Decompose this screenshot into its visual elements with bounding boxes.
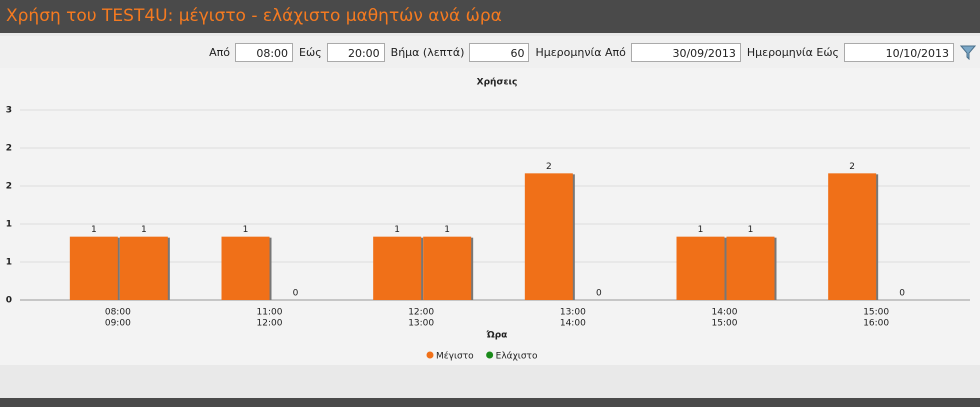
data-label: 0 [899,289,905,299]
data-label: 1 [444,225,450,235]
x-tick-label: 16:00 [863,319,889,329]
filter-label: Ημερομηνία Από [535,45,626,59]
filter-input[interactable]: 08:00 [235,42,294,62]
y-tick-label: 3 [6,106,12,116]
data-label: 1 [243,225,249,235]
legend-label: Μέγιστο [436,351,474,362]
bar [726,236,775,300]
data-label: 2 [849,162,855,172]
y-tick-label: 2 [6,144,12,154]
bar [373,236,422,300]
x-tick-label: 11:00 [257,308,283,318]
title-bar: Χρήση του TEST4U: μέγιστο - ελάχιστο μαθ… [0,0,980,33]
filter-bar: Από 08:00 Εώς 20:00 Βήμα (λεπτά) 60 Ημερομηνία… [0,36,980,68]
filter-label: Εώς [299,45,322,59]
data-label: 1 [394,225,400,235]
legend-marker [426,351,434,359]
x-tick-label: 13:00 [560,308,586,318]
data-label: 2 [546,162,552,172]
data-label: 1 [141,225,147,235]
bar [221,236,270,300]
bar [423,236,472,300]
x-tick-label: 15:00 [863,308,889,318]
bar [119,236,168,300]
x-tick-label: 08:00 [105,308,131,318]
x-tick-label: 09:00 [105,319,131,329]
x-tick-label: 15:00 [712,319,738,329]
bar [69,236,118,300]
filter-input[interactable]: 10/10/2013 [844,42,954,62]
bar [828,173,877,300]
x-axis-title: Ώρα [486,331,508,341]
data-label: 1 [748,225,754,235]
bar [676,236,725,300]
x-tick-label: 14:00 [712,308,738,318]
x-tick-label: 14:00 [560,319,586,329]
chart-title: Χρήσεις [477,78,518,88]
chart-background [0,68,980,365]
y-tick-label: 1 [6,220,12,230]
legend-marker [486,351,494,359]
data-label: 1 [91,225,97,235]
x-tick-label: 13:00 [408,319,434,329]
data-label: 0 [596,289,602,299]
legend-label: Ελάχιστο [496,352,538,362]
y-tick-label: 1 [6,258,12,268]
data-label: 0 [293,289,299,299]
filter-input[interactable]: 60 [469,42,530,62]
filter-label: Από [209,45,231,59]
filter-label: Βήμα (λεπτά) [390,45,465,59]
footer-bar [0,398,980,407]
x-tick-label: 12:00 [408,308,434,318]
filter-label: Ημερομηνία Εώς [746,45,839,59]
y-tick-label: 2 [6,182,12,192]
filter-input[interactable]: 30/09/2013 [630,42,741,62]
bar [524,173,573,300]
filter-button[interactable] [960,44,976,60]
page-title: Χρήση του TEST4U: μέγιστο - ελάχιστο μαθ… [6,6,502,26]
filter-input[interactable]: 20:00 [326,42,385,62]
y-tick-label: 0 [6,296,12,306]
x-tick-label: 12:00 [257,319,283,329]
data-label: 1 [698,225,704,235]
